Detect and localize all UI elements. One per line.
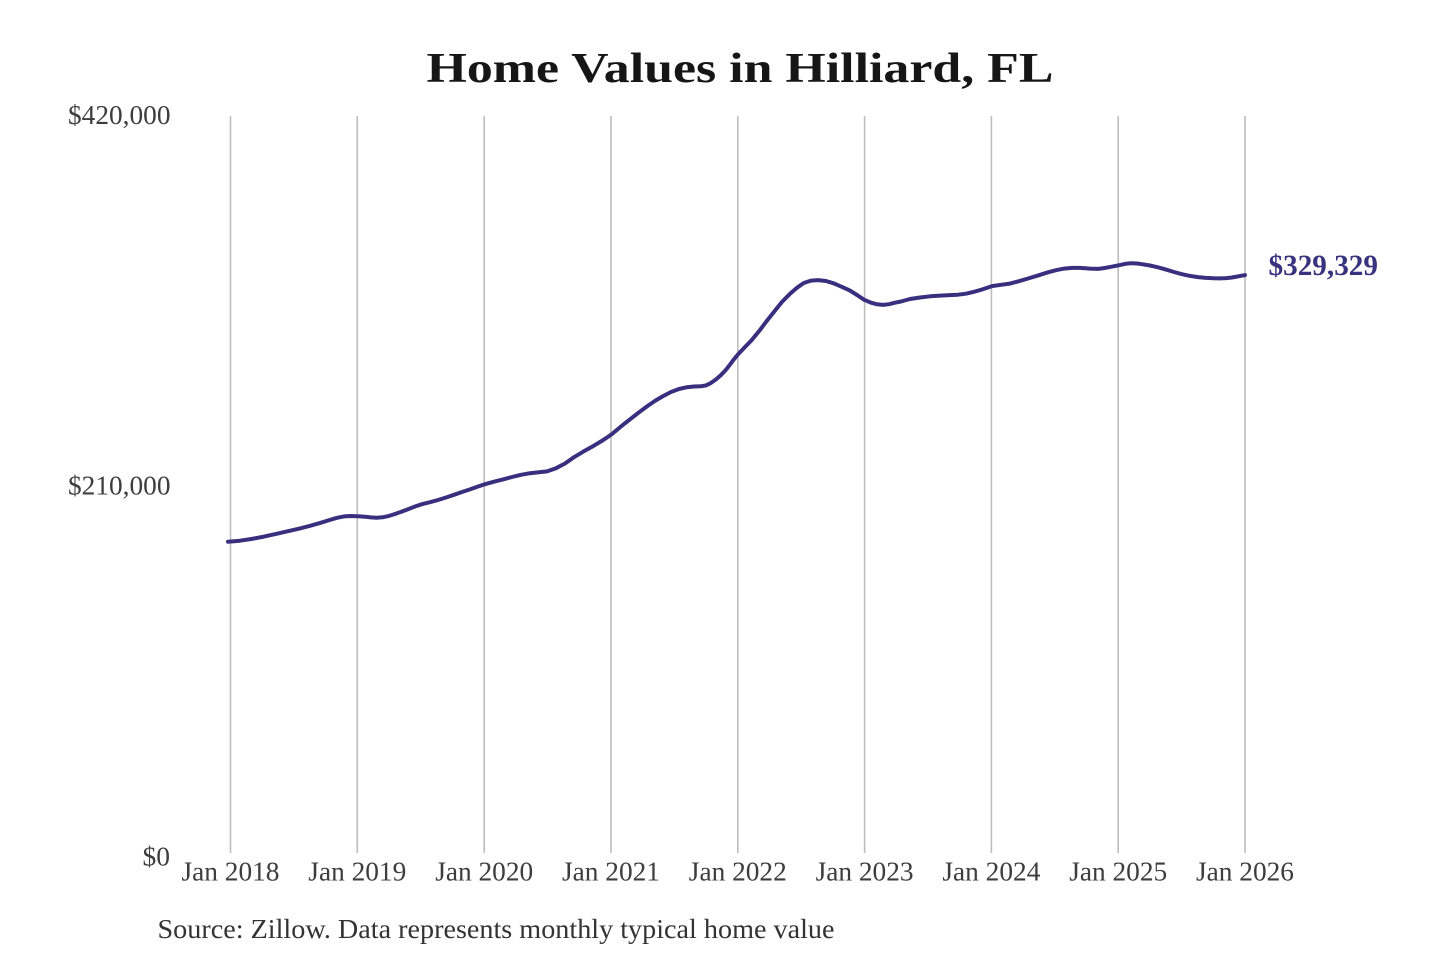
svg-text:$210,000: $210,000 bbox=[68, 470, 171, 501]
svg-text:Jan 2026: Jan 2026 bbox=[1196, 856, 1294, 887]
svg-text:Jan 2023: Jan 2023 bbox=[816, 856, 914, 887]
svg-text:Jan 2019: Jan 2019 bbox=[308, 856, 406, 887]
svg-text:Jan 2024: Jan 2024 bbox=[942, 856, 1040, 887]
svg-text:Home Values in Hilliard, FL: Home Values in Hilliard, FL bbox=[427, 45, 1054, 92]
svg-text:Jan 2021: Jan 2021 bbox=[562, 856, 660, 887]
svg-text:Source: Zillow. Data represent: Source: Zillow. Data represents monthly … bbox=[158, 913, 835, 944]
svg-text:$420,000: $420,000 bbox=[68, 99, 171, 130]
svg-text:$0: $0 bbox=[143, 841, 171, 872]
svg-text:$329,329: $329,329 bbox=[1269, 250, 1379, 282]
svg-text:Jan 2018: Jan 2018 bbox=[182, 856, 280, 887]
svg-text:Jan 2022: Jan 2022 bbox=[689, 856, 787, 887]
svg-text:Jan 2020: Jan 2020 bbox=[435, 856, 533, 887]
svg-text:Jan 2025: Jan 2025 bbox=[1069, 856, 1167, 887]
